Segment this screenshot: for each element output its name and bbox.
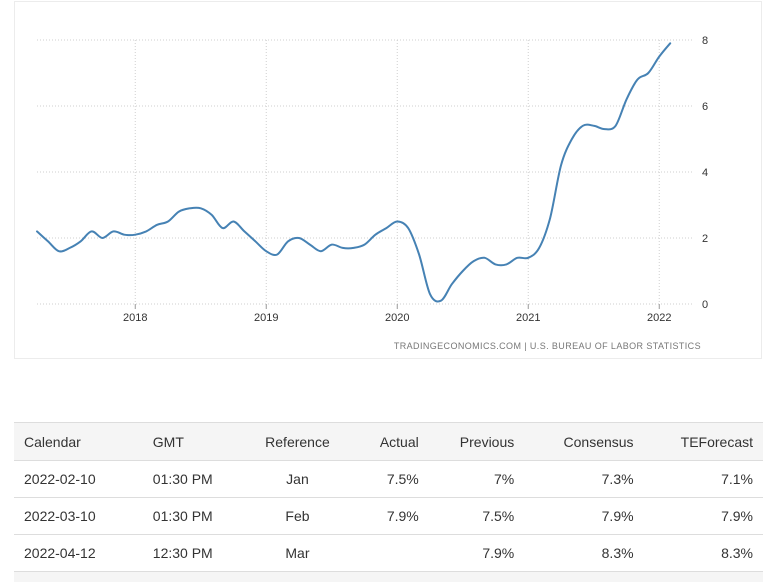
x-tick-label: 2021 bbox=[516, 312, 540, 324]
x-tick-label: 2020 bbox=[385, 312, 409, 324]
table-row: 2022-04-12 12:30 PM Mar 7.9% 8.3% 8.3% bbox=[14, 535, 763, 572]
cell-actual: 7.5% bbox=[349, 461, 429, 498]
header-reference: Reference bbox=[246, 423, 350, 461]
table-row: 2022-02-10 01:30 PM Jan 7.5% 7% 7.3% 7.1… bbox=[14, 461, 763, 498]
y-tick-label: 4 bbox=[702, 167, 708, 179]
grid-lines bbox=[37, 40, 692, 304]
inflation-line-chart: 0 2 4 6 8 2018 2019 2020 2021 2022 TRADINGECONOM… bbox=[15, 2, 763, 360]
cell-teforecast: 7.1% bbox=[644, 461, 763, 498]
cell-previous: 7.9% bbox=[429, 535, 525, 572]
x-tick-label: 2022 bbox=[647, 312, 671, 324]
y-tick-label: 0 bbox=[702, 299, 708, 311]
x-tick-label: 2018 bbox=[123, 312, 147, 324]
table-footer-strip bbox=[14, 572, 763, 582]
cell-previous: 7% bbox=[429, 461, 525, 498]
header-calendar: Calendar bbox=[14, 423, 143, 461]
cell-gmt: 01:30 PM bbox=[143, 498, 246, 535]
cell-consensus: 8.3% bbox=[524, 535, 643, 572]
header-previous: Previous bbox=[429, 423, 525, 461]
cell-actual: 7.9% bbox=[349, 498, 429, 535]
y-tick-label: 6 bbox=[702, 101, 708, 113]
cell-consensus: 7.3% bbox=[524, 461, 643, 498]
header-gmt: GMT bbox=[143, 423, 246, 461]
header-actual: Actual bbox=[349, 423, 429, 461]
cell-previous: 7.5% bbox=[429, 498, 525, 535]
header-teforecast[interactable]: TEForecast bbox=[644, 423, 763, 461]
cell-teforecast: 7.9% bbox=[644, 498, 763, 535]
cell-gmt: 01:30 PM bbox=[143, 461, 246, 498]
series-line bbox=[37, 43, 670, 301]
cell-date: 2022-02-10 bbox=[14, 461, 143, 498]
cell-actual bbox=[349, 535, 429, 572]
y-tick-label: 2 bbox=[702, 233, 708, 245]
header-consensus: Consensus bbox=[524, 423, 643, 461]
cell-teforecast: 8.3% bbox=[644, 535, 763, 572]
calendar-table: Calendar GMT Reference Actual Previous C… bbox=[14, 422, 763, 582]
cell-consensus: 7.9% bbox=[524, 498, 643, 535]
cell-gmt: 12:30 PM bbox=[143, 535, 246, 572]
cell-reference: Feb bbox=[246, 498, 350, 535]
y-tick-label: 8 bbox=[702, 35, 708, 47]
table-row: 2022-03-10 01:30 PM Feb 7.9% 7.5% 7.9% 7… bbox=[14, 498, 763, 535]
calendar-header-row: Calendar GMT Reference Actual Previous C… bbox=[14, 423, 763, 461]
source-attribution[interactable]: TRADINGECONOMICS.COM | U.S. BUREAU OF LA… bbox=[394, 341, 701, 351]
x-axis-ticks: 2018 2019 2020 2021 2022 bbox=[123, 304, 671, 324]
cell-reference: Mar bbox=[246, 535, 350, 572]
table-footer-cell bbox=[14, 572, 763, 582]
x-tick-label: 2019 bbox=[254, 312, 278, 324]
y-axis-ticks: 0 2 4 6 8 bbox=[702, 35, 708, 311]
cell-reference: Jan bbox=[246, 461, 350, 498]
chart-panel: 0 2 4 6 8 2018 2019 2020 2021 2022 TRADINGECONOM… bbox=[14, 1, 762, 359]
cell-date: 2022-03-10 bbox=[14, 498, 143, 535]
cell-date: 2022-04-12 bbox=[14, 535, 143, 572]
